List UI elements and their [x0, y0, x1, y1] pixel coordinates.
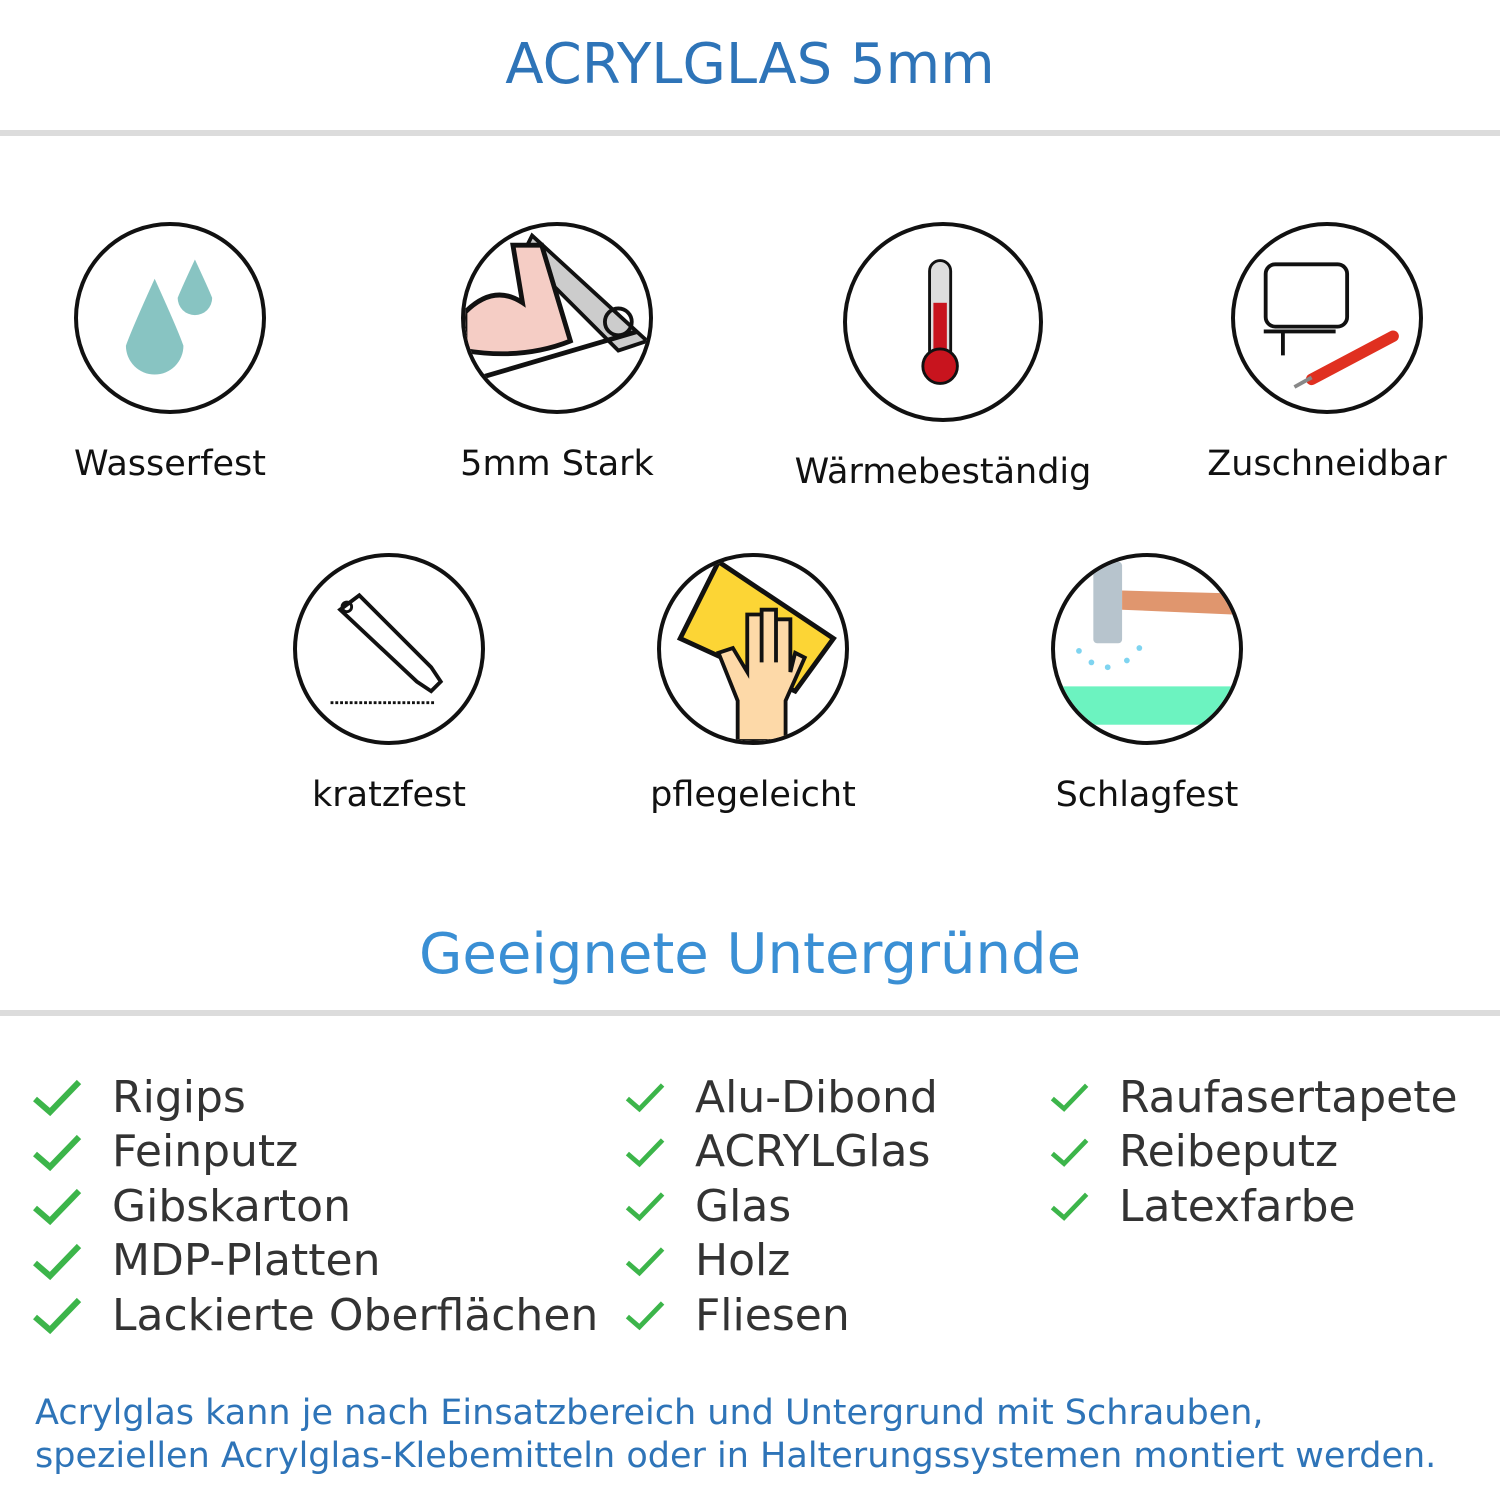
check-icon: [625, 1246, 665, 1276]
check-icon: [33, 1297, 82, 1335]
water-drops-icon: [74, 222, 266, 414]
feature-label: kratzfest: [311, 775, 466, 815]
check-icon: [33, 1134, 82, 1171]
surface-label: Gibskarton: [112, 1180, 351, 1232]
feature-5mm-stark: 5mm Stark: [367, 222, 747, 484]
surface-label: Reibeputz: [1119, 1126, 1339, 1177]
check-icon: [625, 1301, 665, 1331]
check-icon: [33, 1188, 82, 1226]
surface-label: Lackierte Oberflächen: [112, 1289, 599, 1341]
divider: [0, 1010, 1500, 1016]
check-icon: [1050, 1083, 1089, 1112]
check-icon: [625, 1137, 665, 1167]
surface-item: Raufasertapete: [1050, 1070, 1458, 1124]
surfaces-title: Geeignete Untergründe: [418, 922, 1082, 987]
hammer-impact-icon: [1051, 553, 1243, 745]
surface-item: Feinputz: [32, 1125, 298, 1179]
feature-label: Wärmebeständig: [794, 452, 1092, 492]
surface-label: Latexfarbe: [1119, 1180, 1356, 1232]
feature-label: Wasserfest: [73, 444, 267, 484]
check-icon: [1050, 1192, 1089, 1221]
surface-item: Fliesen: [625, 1288, 850, 1342]
feature-schlagfest: Schlagfest: [957, 553, 1337, 815]
surface-item: Reibeputz: [1050, 1125, 1338, 1179]
check-icon: [625, 1192, 665, 1222]
surface-label: Alu-Dibond: [695, 1071, 938, 1123]
surface-item: Gibskarton: [32, 1179, 351, 1233]
feature-kratzfest: kratzfest: [199, 553, 579, 815]
strong-arm-icon: [461, 222, 653, 414]
surface-label: Rigips: [112, 1071, 246, 1123]
surface-item: Latexfarbe: [1050, 1179, 1356, 1233]
utility-knife-icon: [293, 553, 485, 745]
feature-label: Zuschneidbar: [1207, 444, 1447, 484]
feature-label: 5mm Stark: [460, 444, 654, 484]
surface-label: MDP-Platten: [112, 1235, 381, 1286]
feature-label: pflegeleicht: [650, 775, 856, 815]
surface-item: Alu-Dibond: [625, 1070, 938, 1124]
check-icon: [625, 1083, 665, 1113]
thermometer-icon: [843, 222, 1043, 422]
surface-label: Raufasertapete: [1119, 1071, 1458, 1123]
surface-label: ACRYLGlas: [695, 1126, 931, 1177]
feature-zuschneidbar: Zuschneidbar: [1137, 222, 1500, 484]
surface-item: Holz: [625, 1234, 790, 1288]
surface-label: Glas: [695, 1180, 792, 1232]
feature-waermebestaendig: Wärmebeständig: [753, 222, 1133, 492]
surface-label: Holz: [695, 1235, 791, 1286]
check-icon: [33, 1079, 82, 1117]
footer-line: speziellen Acrylglas-Klebemitteln oder i…: [35, 1436, 1437, 1476]
check-icon: [1050, 1138, 1089, 1167]
check-icon: [33, 1243, 82, 1280]
page-title: ACRYLGLAS 5mm: [505, 32, 995, 97]
surface-item: ACRYLGlas: [625, 1125, 930, 1179]
surface-label: Feinputz: [112, 1126, 299, 1177]
surface-item: Glas: [625, 1179, 791, 1233]
surface-item: Lackierte Oberflächen: [32, 1288, 598, 1342]
surface-item: MDP-Platten: [32, 1234, 380, 1288]
surface-item: Rigips: [32, 1070, 246, 1124]
cleaning-hand-icon: [657, 553, 849, 745]
divider: [0, 130, 1500, 136]
feature-pflegeleicht: pflegeleicht: [563, 553, 943, 815]
jigsaw-cutter-icon: [1231, 222, 1423, 414]
feature-wasserfest: Wasserfest: [0, 222, 360, 484]
surface-label: Fliesen: [695, 1289, 850, 1341]
footer-note: Acrylglas kann je nach Einsatzbereich un…: [35, 1392, 1436, 1478]
footer-line: Acrylglas kann je nach Einsatzbereich un…: [35, 1393, 1264, 1433]
feature-label: Schlagfest: [1055, 775, 1239, 815]
